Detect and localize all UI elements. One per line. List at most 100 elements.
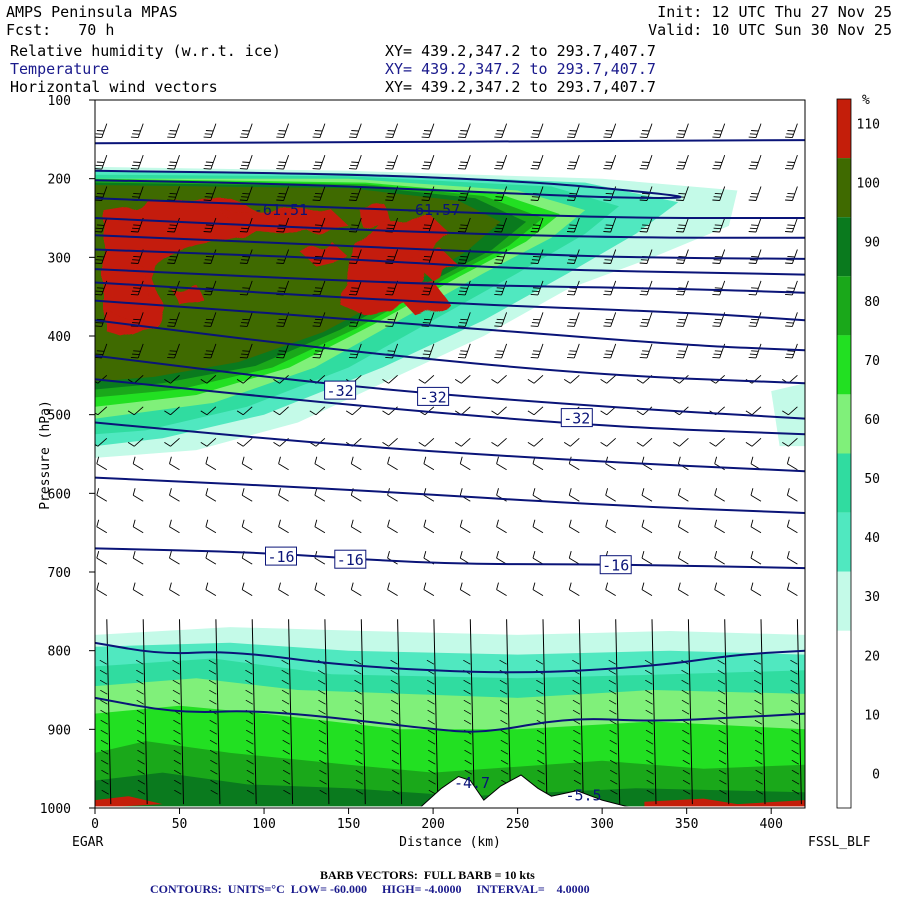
- wind-barb: [205, 456, 217, 471]
- temperature-contour: [95, 547, 805, 570]
- wind-barb: [603, 312, 617, 327]
- wind-barb: [530, 123, 544, 139]
- wind-barb: [603, 123, 617, 139]
- wind-barb: [278, 488, 289, 502]
- wind-barb: [566, 154, 580, 170]
- wind-barb: [786, 488, 798, 502]
- wind-barb: [785, 154, 798, 170]
- field-wind-xy: XY= 439.2,347.2 to 293.7,407.7: [385, 78, 656, 96]
- contour-label: -32: [420, 388, 447, 406]
- wind-barb: [600, 374, 616, 384]
- x-tick-label: 50: [172, 817, 188, 832]
- wind-barb: [745, 406, 762, 416]
- wind-barb-feathers: [208, 659, 218, 795]
- colorbar-segment: [837, 276, 851, 336]
- wind-barb: [566, 343, 580, 359]
- colorbar-segment: [837, 394, 851, 454]
- wind-barb: [312, 123, 326, 139]
- wind-barb: [527, 406, 544, 416]
- model-name: AMPS Peninsula MPAS: [6, 3, 178, 21]
- wind-barb: [203, 154, 217, 170]
- x-tick-label: 200: [421, 817, 444, 832]
- wind-barb: [312, 249, 326, 264]
- colorbar-label: 80: [864, 295, 880, 310]
- wind-barb: [276, 312, 290, 327]
- wind-barb: [167, 343, 180, 359]
- colorbar-label: 10: [864, 708, 880, 723]
- wind-barb: [750, 582, 762, 596]
- wind-barb: [348, 154, 362, 170]
- wind-barb: [127, 406, 144, 416]
- wind-barb: [677, 519, 689, 534]
- wind-barb: [312, 154, 326, 170]
- contour-label: -32: [563, 410, 590, 428]
- wind-barb: [677, 550, 689, 565]
- rh-saturated-region: [340, 218, 450, 317]
- wind-barb-lowlevel: [578, 619, 584, 805]
- wind-barb-feathers: [99, 659, 109, 795]
- wind-barb: [639, 123, 653, 139]
- wind-barb: [639, 217, 653, 233]
- wind-barb: [423, 519, 435, 534]
- temperature-contour: [95, 281, 805, 322]
- temperature-contour: [95, 139, 805, 145]
- contour-label: -32: [327, 382, 354, 400]
- contour-label: -16: [602, 557, 629, 575]
- wind-barb: [496, 519, 507, 534]
- wind-barb: [385, 280, 399, 296]
- wind-barb: [169, 488, 180, 502]
- wind-barb-lowlevel: [469, 619, 475, 805]
- wind-barb: [712, 312, 726, 327]
- wind-barb: [236, 406, 253, 416]
- wind-barb: [130, 217, 144, 233]
- contour-label: -5.5: [565, 786, 601, 804]
- temperature-contour: [95, 319, 805, 385]
- wind-barb: [641, 519, 653, 534]
- wind-barb: [130, 249, 144, 264]
- wind-barb: [309, 406, 326, 416]
- contours-note: CONTOURS: UNITS=°C LOW= -60.000 HIGH= -4…: [150, 882, 590, 896]
- wind-barb: [203, 217, 217, 233]
- wind-barb: [530, 280, 544, 296]
- wind-barb: [95, 312, 108, 327]
- wind-barb: [130, 123, 144, 139]
- wind-barb: [639, 312, 653, 327]
- wind-barb: [457, 312, 471, 327]
- wind-barb: [95, 186, 108, 201]
- colorbar-label: 90: [864, 236, 880, 251]
- wind-barb: [750, 550, 762, 565]
- wind-barb: [239, 249, 253, 264]
- wind-barb: [314, 456, 326, 471]
- wind-barb: [530, 154, 544, 170]
- wind-barb: [312, 280, 326, 296]
- colorbar-segment: [837, 689, 851, 749]
- temperature-contour: [95, 641, 805, 674]
- colorbar: 0 10 20 30 40 50 60 70 80 90 100 110: [836, 98, 880, 809]
- wind-barb: [312, 312, 326, 327]
- field-temp-xy: XY= 439.2,347.2 to 293.7,407.7: [385, 60, 656, 78]
- wind-barb: [350, 519, 362, 534]
- wind-barb: [745, 437, 762, 447]
- wind-barb: [494, 123, 508, 139]
- wind-barb: [712, 186, 726, 201]
- rh-saturated-region: [171, 284, 205, 305]
- wind-barb: [200, 437, 217, 447]
- wind-barb: [387, 550, 398, 565]
- wind-barb: [314, 550, 326, 565]
- wind-barb: [241, 519, 253, 534]
- wind-barb: [530, 186, 544, 201]
- wind-barb: [712, 154, 726, 170]
- temperature-contour: [95, 234, 805, 260]
- wind-barb: [169, 519, 180, 534]
- wind-barb: [748, 123, 762, 139]
- colorbar-segment: [837, 158, 851, 218]
- terrain-profile: [418, 774, 633, 808]
- wind-barb: [676, 217, 689, 233]
- wind-barb: [785, 343, 798, 359]
- wind-barb-lowlevel: [433, 619, 439, 805]
- wind-barb-lowlevel: [651, 619, 657, 805]
- colorbar-segment: [837, 512, 851, 572]
- wind-barb-lowlevel: [796, 619, 802, 805]
- wind-barb-feathers: [354, 659, 364, 795]
- wind-barb: [385, 312, 399, 327]
